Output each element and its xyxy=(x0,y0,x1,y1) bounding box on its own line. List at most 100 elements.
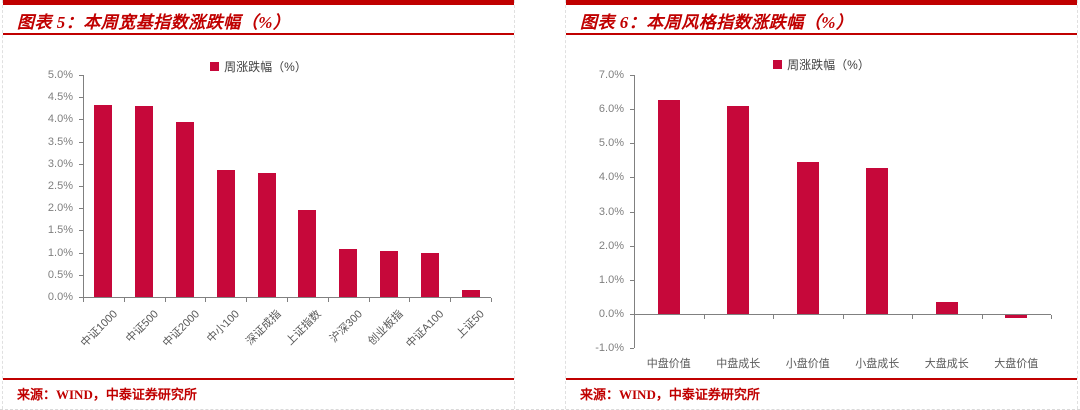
x-category-label: 中盘成长 xyxy=(716,358,761,370)
x-category-label: 中盘价值 xyxy=(646,358,691,370)
figure-5-bar-chart: 5.0% 4.5% 4.0% 3.5% 3.0% 2.5% 2.0% 1.5% 1.0% 0.5%… xyxy=(3,0,514,409)
bar-中盘成长 xyxy=(727,105,750,314)
y-tick-label: 3.0% xyxy=(47,157,73,170)
x-category-label: 中证A100 xyxy=(404,308,447,351)
x-axis-line xyxy=(83,297,491,298)
y-tick-label: 4.0% xyxy=(598,171,624,184)
y-tick-label: 2.5% xyxy=(47,180,73,192)
y-tick xyxy=(630,279,634,281)
y-tick xyxy=(79,75,83,76)
legend: 周涨跌幅（%） xyxy=(566,56,1077,73)
bar-中盘价值 xyxy=(657,99,680,314)
x-category-label: 中证2000 xyxy=(160,308,202,350)
y-tick-label: 0.5% xyxy=(47,268,73,281)
legend-label: 周涨跌幅（%） xyxy=(224,60,307,74)
x-category-label: 中证500 xyxy=(123,308,161,346)
source-rule xyxy=(3,378,514,380)
bar-大盘成长 xyxy=(935,301,958,314)
y-tick xyxy=(79,252,83,254)
bar-小盘价值 xyxy=(796,162,819,314)
y-tick xyxy=(630,143,634,145)
y-tick-label: 0.0% xyxy=(47,291,73,303)
x-tick xyxy=(912,314,913,319)
bar-创业板指 xyxy=(380,250,398,297)
figure-5-panel: 图表 5：本周宽基指数涨跌幅（%） 周涨跌幅（%） 5.0% 4.5% 4.0% 3.… xyxy=(2,0,515,409)
y-tick-label: -1.0% xyxy=(595,342,624,354)
x-tick xyxy=(368,298,370,302)
y-tick-label: 1.0% xyxy=(47,246,73,259)
y-tick xyxy=(79,186,83,187)
x-tick xyxy=(703,314,705,319)
legend-swatch-icon xyxy=(773,60,783,69)
y-tick-label: 2.0% xyxy=(47,202,73,215)
x-category-label: 中证1000 xyxy=(78,308,121,350)
panel-top-accent-bar xyxy=(566,0,1077,5)
bar-沪深300 xyxy=(339,249,358,297)
y-axis-line xyxy=(83,75,84,297)
y-tick xyxy=(79,163,83,165)
figure-6-source: 来源：WIND，中泰证券研究所 xyxy=(580,387,760,402)
legend-swatch-icon xyxy=(210,62,220,71)
x-tick xyxy=(409,298,411,302)
y-tick-label: 5.0% xyxy=(598,137,624,150)
y-tick xyxy=(630,348,634,349)
x-tick xyxy=(773,314,774,319)
x-tick xyxy=(205,298,207,302)
x-tick xyxy=(491,298,492,302)
bar-中证A100 xyxy=(420,252,439,297)
bar-中证500 xyxy=(135,105,154,297)
figure-6-title: 图表 6：本周风格指数涨跌幅（%） xyxy=(580,13,854,32)
legend: 周涨跌幅（%） xyxy=(3,58,514,75)
x-tick xyxy=(634,314,635,319)
legend-label: 周涨跌幅（%） xyxy=(787,58,870,72)
y-tick xyxy=(630,177,634,179)
bar-中小100 xyxy=(216,170,235,297)
x-category-label: 深证成指 xyxy=(243,308,284,348)
y-axis-line xyxy=(634,75,635,348)
x-category-label: 沪深300 xyxy=(327,308,365,346)
bar-深证成指 xyxy=(257,172,276,297)
y-tick xyxy=(79,97,83,99)
bar-中证2000 xyxy=(176,121,194,297)
x-tick xyxy=(287,298,288,302)
x-tick xyxy=(246,298,248,302)
y-tick-label: 3.0% xyxy=(598,205,624,218)
x-tick xyxy=(981,314,983,319)
y-tick xyxy=(79,230,83,232)
y-tick xyxy=(630,313,634,315)
x-tick xyxy=(327,298,329,302)
x-tick xyxy=(83,298,84,302)
y-tick-label: 1.5% xyxy=(47,224,73,237)
y-tick xyxy=(79,297,83,298)
panel-top-accent-bar xyxy=(3,0,514,5)
x-tick xyxy=(450,298,452,302)
x-axis-line xyxy=(634,313,1051,315)
y-tick-label: 2.0% xyxy=(598,239,624,252)
bar-上证指数 xyxy=(298,209,317,297)
y-tick-label: 1.0% xyxy=(598,273,624,286)
x-tick xyxy=(842,314,844,319)
x-category-label: 创业板指 xyxy=(366,308,406,348)
y-tick xyxy=(79,119,83,121)
y-tick-label: 4.0% xyxy=(47,113,73,126)
figure-5-title: 图表 5：本周宽基指数涨跌幅（%） xyxy=(17,13,291,32)
x-category-label: 中小100 xyxy=(205,308,243,346)
y-tick-label: 3.5% xyxy=(47,135,73,148)
x-tick xyxy=(123,298,125,302)
y-tick-label: 7.0% xyxy=(598,69,624,81)
y-tick xyxy=(79,274,83,276)
y-tick xyxy=(630,75,634,76)
x-category-label: 小盘价值 xyxy=(785,358,830,370)
source-rule xyxy=(566,378,1077,380)
x-category-label: 大盘成长 xyxy=(924,358,969,370)
y-tick-label: 0.0% xyxy=(598,307,624,320)
figure-5-source: 来源：WIND，中泰证券研究所 xyxy=(17,387,197,402)
y-tick-label: 5.0% xyxy=(47,69,73,81)
x-tick xyxy=(1051,314,1052,319)
y-tick xyxy=(630,211,634,213)
bar-上证50 xyxy=(461,290,480,297)
x-category-label: 上证指数 xyxy=(284,308,325,348)
bar-小盘成长 xyxy=(866,167,889,314)
x-category-label: 小盘成长 xyxy=(855,358,900,370)
